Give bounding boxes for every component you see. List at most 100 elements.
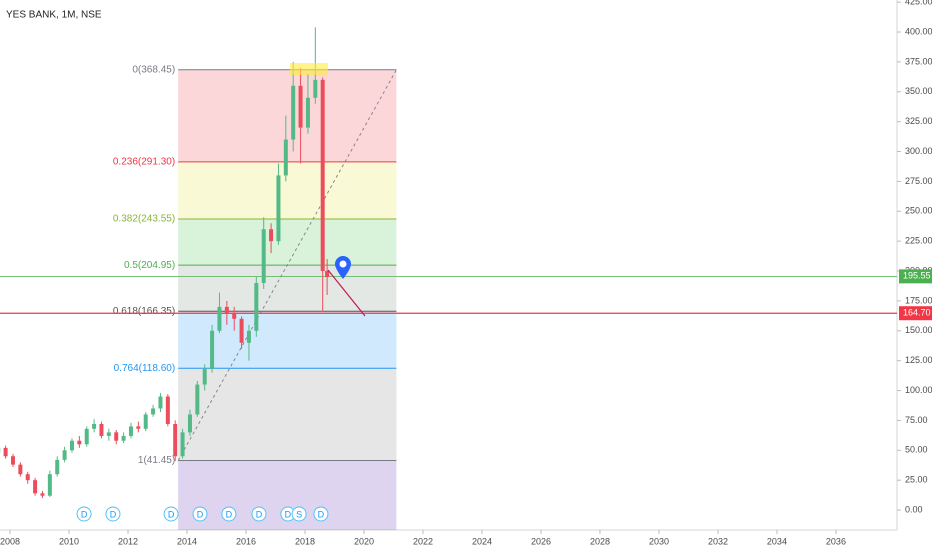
fib-band [178,368,397,461]
candle-body [165,396,170,424]
x-tick-label: 2030 [649,536,669,546]
candle-body [276,175,281,242]
x-tick-label: 2012 [118,536,138,546]
candle-body [254,282,259,331]
event-label: D [197,509,204,519]
fib-layer: 0(368.45) 0.236(291.30) 0.382(243.55) 0.5(2… [0,64,897,530]
candle-body [202,369,207,385]
x-tick-label: 2008 [0,536,20,546]
fib-band [178,311,397,369]
fib-band [178,265,397,312]
candle-body [291,85,296,140]
candle-body [313,79,318,98]
x-tick-label: 2018 [295,536,315,546]
candle-body [187,414,192,433]
candle-body [92,424,97,429]
drawn-line [327,269,366,317]
x-tick-label: 2024 [472,536,492,546]
candle-body [55,459,60,475]
event-label: D [81,509,88,519]
y-tick-label: 375.00 [905,56,932,66]
marker-pin[interactable] [335,256,351,279]
candle-body [136,426,141,429]
y-tick-label: 150.00 [905,325,932,335]
x-tick-label: 2026 [531,536,551,546]
event-marker [192,506,208,522]
candle-body [84,428,89,445]
candle-body [239,318,244,343]
candle-body [128,426,133,436]
candle-body [195,384,200,415]
y-tick-label: 0.00 [905,504,923,514]
x-tick-label: 2022 [413,536,433,546]
candle-body [151,408,156,415]
candle-body [325,271,330,278]
y-tick-label: 350.00 [905,86,932,96]
candle-body [269,229,274,242]
fib-level-label: 0.382(243.55) [113,214,175,225]
event-label: D [226,509,233,519]
price-line-label: 195.55 [903,271,931,281]
candle-body [143,414,148,429]
candle-body [121,435,126,441]
chart-title: YES BANK, 1M, NSE [6,10,102,21]
event-label: D [256,509,263,519]
candle-body [25,474,30,481]
candle-body [40,493,45,496]
candle-body [3,447,8,457]
fib-level-label: 0.764(118.60) [114,363,176,374]
y-tick-label: 400.00 [905,26,932,36]
event-label: D [318,509,325,519]
candle-body [246,330,251,343]
y-tick-label: 425.00 [905,0,932,7]
event-label: S [296,509,302,519]
candle-body [99,424,104,436]
event-marker [251,506,267,522]
candle-body [158,396,163,409]
fib-trend-line [177,69,397,461]
y-tick-label: 100.00 [905,385,932,395]
candle-layer [0,27,330,499]
price-line-label: 164.70 [903,308,931,318]
candle-body [305,97,310,128]
candle-body [106,432,111,436]
y-tick-label: 250.00 [905,206,932,216]
event-marker [221,506,237,522]
candle-body [33,480,38,494]
candle-body [298,85,303,128]
event-marker [163,506,179,522]
y-tick-label: 275.00 [905,176,932,186]
x-tick-label: 2014 [177,536,197,546]
y-tick-label: 325.00 [905,116,932,126]
event-label: D [168,509,175,519]
candle-body [173,424,178,457]
y-tick-label: 225.00 [905,236,932,246]
fib-level-label: 0(368.45) [132,64,175,75]
candle-body [217,306,222,331]
event-label: D [110,509,117,519]
y-tick-label: 300.00 [905,146,932,156]
fib-band [178,218,397,266]
candle-body [10,456,15,465]
fib-level-label: 0.618(166.35) [113,306,175,317]
event-marker [76,506,92,522]
candle-body [283,139,288,176]
x-tick-label: 2028 [590,536,610,546]
candle-body [232,312,237,319]
x-tick-label: 2034 [767,536,787,546]
candle-body [77,440,82,445]
event-label: D [285,509,292,519]
x-tick-label: 2036 [826,536,846,546]
y-tick-label: 175.00 [905,295,932,305]
candle-body [224,306,229,313]
event-marker [105,506,121,522]
event-marker [291,506,307,522]
candle-body [180,432,185,457]
price-line-badge [899,306,932,321]
highlight [290,63,328,75]
fib-level-label: 1(41.45) [138,455,175,466]
x-tick-label: 2016 [236,536,256,546]
y-tick-label: 50.00 [905,445,928,455]
